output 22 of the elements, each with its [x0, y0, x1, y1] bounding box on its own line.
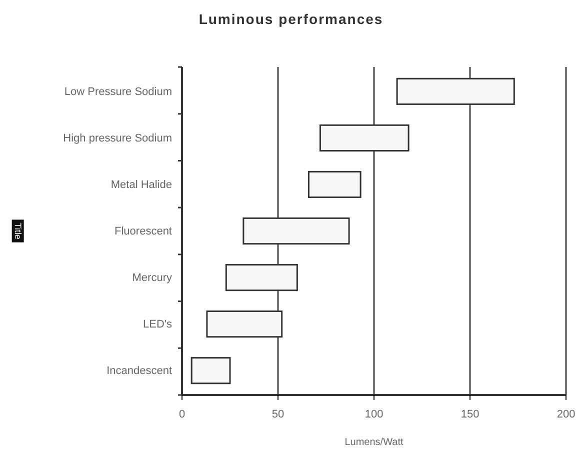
x-tick-label: 50: [272, 408, 284, 420]
bar: [396, 78, 515, 105]
y-tick-label: High pressure Sodium: [63, 132, 172, 144]
x-tick-label: 200: [556, 408, 576, 420]
bar: [225, 264, 298, 292]
y-tick-label: Low Pressure Sodium: [64, 86, 172, 98]
y-tick-label: Mercury: [132, 272, 172, 284]
bar: [319, 124, 410, 152]
y-axis-title: Title: [12, 222, 23, 240]
y-tick-label: Fluorescent: [114, 226, 172, 238]
x-tick-label: 0: [178, 408, 186, 420]
x-axis-title: Lumens/Watt: [344, 437, 404, 448]
y-tick-label: LED's: [143, 318, 172, 331]
y-tick-label: Incandescent: [106, 365, 172, 378]
bar: [206, 310, 283, 338]
bar: [308, 170, 362, 198]
y-tick-label: Metal Halide: [110, 178, 172, 191]
x-tick-label: 100: [364, 408, 384, 420]
chart-title: Luminous performances: [198, 11, 384, 27]
x-tick-label: 150: [460, 408, 480, 420]
bar: [242, 217, 350, 245]
bar: [190, 357, 231, 384]
